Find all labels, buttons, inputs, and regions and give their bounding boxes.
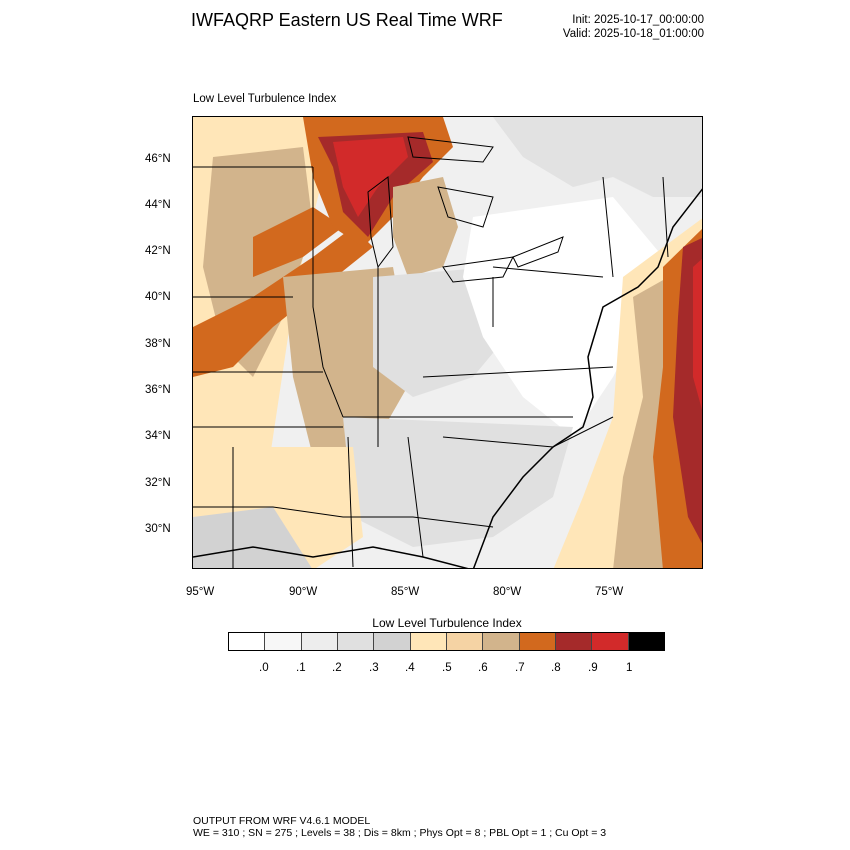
lon-label-75: 75°W: [595, 586, 624, 598]
plot-title: IWFAQRP Eastern US Real Time WRF: [191, 10, 503, 30]
lat-label-30: 30°N: [145, 523, 171, 535]
colorbar-swatch: [555, 633, 593, 650]
lat-label-44: 44°N: [145, 199, 171, 211]
colorbar-tick-label: .1: [296, 662, 306, 674]
colorbar-swatch: [337, 633, 375, 650]
colorbar-tick-label: .7: [515, 662, 525, 674]
colorbar-tick-label: .0: [259, 662, 269, 674]
model-info-footer: OUTPUT FROM WRF V4.6.1 MODEL WE = 310 ; …: [193, 815, 606, 839]
colorbar-swatch: [483, 633, 520, 650]
footer-line-1: OUTPUT FROM WRF V4.6.1 MODEL: [193, 815, 371, 827]
colorbar-swatch: [374, 633, 411, 650]
lon-label-95: 95°W: [186, 586, 215, 598]
lat-label-36: 36°N: [145, 384, 171, 396]
footer-line-2: WE = 310 ; SN = 275 ; Levels = 38 ; Dis …: [193, 827, 607, 839]
colorbar-swatch: [410, 633, 447, 650]
lon-label-80: 80°W: [493, 586, 522, 598]
colorbar-title: Low Level Turbulence Index: [372, 616, 522, 630]
colorbar-swatch: [519, 633, 556, 650]
colorbar-swatch: [628, 633, 664, 650]
colorbar-swatch: [265, 633, 302, 650]
lat-label-40: 40°N: [145, 291, 171, 303]
time-info: Init: 2025-10-17_00:00:00 Valid: 2025-10…: [563, 13, 704, 41]
colorbar-tick-label: 1: [626, 662, 633, 674]
colorbar-tick-label: .5: [442, 662, 452, 674]
colorbar: [228, 632, 665, 651]
map-panel: [192, 116, 703, 569]
colorbar-swatch: [301, 633, 338, 650]
lon-label-90: 90°W: [289, 586, 318, 598]
colorbar-tick-label: .4: [405, 662, 415, 674]
lon-label-85: 85°W: [391, 586, 420, 598]
field-subtitle: Low Level Turbulence Index: [193, 93, 337, 105]
colorbar-tick-label: .6: [478, 662, 488, 674]
colorbar-tick-label: .2: [332, 662, 342, 674]
turbulence-map: [193, 117, 702, 568]
lat-label-34: 34°N: [145, 430, 171, 442]
lat-label-32: 32°N: [145, 477, 171, 489]
lat-label-42: 42°N: [145, 245, 171, 257]
colorbar-swatch: [592, 633, 629, 650]
colorbar-tick-label: .9: [588, 662, 598, 674]
valid-time: Valid: 2025-10-18_01:00:00: [562, 28, 704, 40]
lat-label-38: 38°N: [145, 338, 171, 350]
colorbar-swatch: [229, 633, 266, 650]
init-time: Init: 2025-10-17_00:00:00: [572, 14, 704, 26]
lat-label-46: 46°N: [145, 153, 171, 165]
colorbar-swatch: [446, 633, 484, 650]
colorbar-tick-label: .8: [551, 662, 561, 674]
colorbar-tick-label: .3: [369, 662, 379, 674]
